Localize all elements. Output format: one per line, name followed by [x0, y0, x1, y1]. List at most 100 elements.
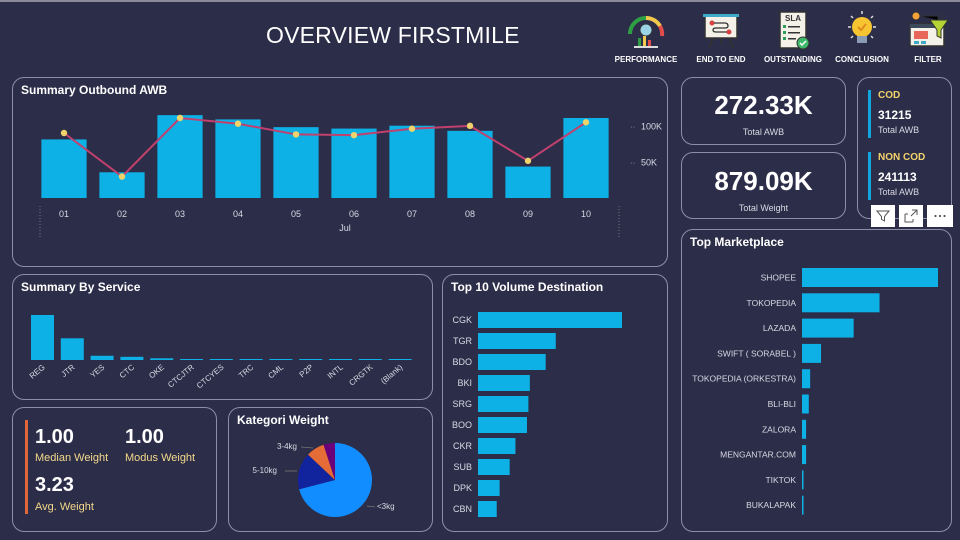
- marketplace-bar: [802, 470, 804, 490]
- pie-slice: [323, 443, 335, 480]
- y-tick-label: CKR: [453, 441, 473, 451]
- filter-icon: [876, 210, 890, 222]
- marketplace-bar: [802, 419, 807, 439]
- destination-bar: [478, 438, 516, 454]
- nav-filter[interactable]: FILTER: [893, 8, 960, 64]
- x-tick-label: REG: [28, 363, 47, 381]
- weight-marker: [466, 122, 474, 130]
- pie-data-label: <3kg: [377, 502, 395, 511]
- presentation-board-icon: [703, 14, 739, 49]
- nav-conclusion[interactable]: CONCLUSION: [827, 8, 897, 64]
- service-bar: [388, 359, 412, 360]
- top-border: [0, 0, 960, 2]
- awb-bar: [505, 166, 551, 198]
- destination-bar: [478, 501, 497, 517]
- x-tick-label: 02: [117, 209, 127, 219]
- nav-outstanding[interactable]: SLA OUTSTANDING: [758, 8, 828, 64]
- y-tick-label: BKI: [457, 378, 472, 388]
- x-tick-label: 08: [465, 209, 475, 219]
- service-bar: [239, 359, 263, 360]
- x-tick-label: CTCYES: [195, 363, 226, 391]
- weight-marker: [408, 125, 416, 132]
- total-weight-value: 879.09K: [714, 166, 813, 196]
- chart-title: Kategori Weight: [237, 413, 329, 427]
- y-tick-label: SUB: [453, 462, 472, 472]
- pie-data-label: 3-4kg: [277, 442, 297, 451]
- total-weight-card: 879.09K Total Weight: [681, 152, 846, 219]
- axis-tick-dots: ··: [630, 158, 635, 167]
- median-weight-value: 1.00: [35, 426, 74, 448]
- destination-bar: [478, 396, 529, 412]
- page-title: OVERVIEW FIRSTMILE: [266, 22, 520, 48]
- x-tick-label: JTR: [60, 362, 77, 378]
- y-tick-label: SRG: [452, 399, 472, 409]
- awb-bar: [389, 125, 435, 198]
- axis-tick-dots: ··: [630, 123, 635, 132]
- top-marketplace-card: Top Marketplace SHOPEE TOKOPEDIA LAZADA SWI…: [681, 229, 952, 532]
- avg-weight-value: 3.23: [35, 474, 74, 496]
- marketplace-bar: [802, 318, 854, 338]
- service-bar: [60, 338, 84, 360]
- x-tick-label: CTCJTR: [166, 362, 196, 389]
- y-tick-label: ZALORA: [762, 424, 796, 434]
- service-bar: [180, 359, 203, 360]
- weight-marker: [582, 119, 590, 126]
- weight-marker: [60, 129, 68, 137]
- non-cod-accent-bar: [868, 152, 871, 200]
- cod-card: COD 31215 Total AWB NON COD 241113 Total…: [857, 77, 952, 219]
- x-tick-label: 10: [581, 209, 591, 219]
- cod-title: COD: [878, 90, 901, 101]
- y-tick-label: 100K: [641, 122, 662, 132]
- visual-filter-button[interactable]: [871, 205, 895, 227]
- destination-bar: [478, 417, 527, 433]
- y-tick-label: TOKOPEDIA (ORKESTRA): [692, 374, 796, 384]
- pie-slice: [299, 443, 372, 517]
- y-tick-label: TIKTOK: [765, 475, 796, 485]
- x-tick-label: 03: [175, 209, 185, 219]
- y-tick-label: CBN: [453, 504, 472, 514]
- nav-label: CONCLUSION: [835, 55, 889, 64]
- weight-marker: [350, 131, 358, 139]
- y-tick-label: TGR: [453, 336, 472, 346]
- nav-label: PERFORMANCE: [614, 55, 678, 64]
- destination-bar: [478, 480, 500, 496]
- awb-bar: [447, 130, 493, 198]
- destination-bar: [478, 333, 556, 349]
- awb-bar: [215, 119, 261, 198]
- service-bar: [358, 359, 382, 360]
- sla-checklist-icon: SLA: [779, 11, 810, 50]
- summary-outbound-awb-chart: 01 02 03 04 05 06 07 08 09 10 ·· 50K ·· 100K Jul: [39, 114, 662, 238]
- awb-bar: [273, 127, 319, 198]
- nav-label: OUTSTANDING: [763, 55, 823, 64]
- awb-bar: [331, 128, 377, 198]
- service-bar: [120, 356, 144, 360]
- nav-performance[interactable]: PERFORMANCE: [611, 8, 681, 64]
- more-options-button[interactable]: [927, 205, 953, 227]
- chart-title: Summary Outbound AWB: [21, 83, 168, 97]
- y-tick-label: LAZADA: [763, 323, 796, 333]
- weight-stats-card: 1.00 Median Weight 1.00 Modus Weight 3.2…: [12, 407, 217, 532]
- y-tick-label: CGK: [452, 315, 472, 325]
- chart-title: Top Marketplace: [690, 235, 784, 249]
- x-tick-label: 01: [59, 209, 69, 219]
- marketplace-bar: [802, 293, 880, 313]
- destination-bar: [478, 459, 510, 475]
- total-awb-value: 272.33K: [714, 90, 813, 120]
- focus-mode-button[interactable]: [899, 205, 923, 227]
- marketplace-bar: [802, 394, 809, 414]
- summary-by-service-chart: REG JTR YES CTC OKE CTCJTR CTCYES TRC CML P2P INTL…: [28, 315, 412, 391]
- y-tick-label: DPK: [453, 483, 472, 493]
- x-tick-label: INTL: [326, 362, 345, 380]
- weight-marker: [292, 131, 300, 138]
- weight-marker: [524, 157, 532, 165]
- total-awb-label: Total AWB: [742, 127, 785, 137]
- kategori-weight-card: Kategori Weight <3kg 5-10kg 3-4kg: [228, 407, 433, 532]
- y-tick-label: BDO: [452, 357, 472, 367]
- y-tick-label: BUKALAPAK: [746, 500, 796, 510]
- x-tick-label: 04: [233, 209, 243, 219]
- total-awb-card: 272.33K Total AWB: [681, 77, 846, 145]
- x-tick-label: 06: [349, 209, 359, 219]
- nav-end-to-end[interactable]: END TO END: [686, 8, 756, 64]
- pie-slice: [298, 454, 335, 490]
- service-bar: [31, 315, 54, 360]
